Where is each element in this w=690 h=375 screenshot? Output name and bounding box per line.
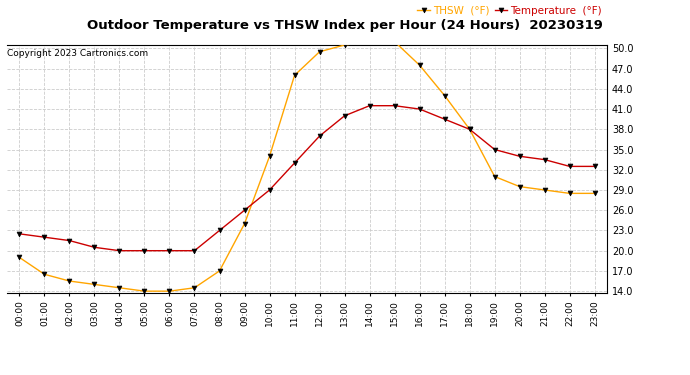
Text: Outdoor Temperature vs THSW Index per Hour (24 Hours)  20230319: Outdoor Temperature vs THSW Index per Ho…	[87, 19, 603, 32]
THSW  (°F)	[466, 127, 474, 132]
Temperature  (°F)	[15, 232, 23, 236]
THSW  (°F)	[491, 174, 499, 179]
Temperature  (°F)	[290, 161, 299, 165]
THSW  (°F)	[591, 191, 599, 196]
Text: Copyright 2023 Cartronics.com: Copyright 2023 Cartronics.com	[7, 49, 148, 58]
Temperature  (°F)	[491, 147, 499, 152]
Temperature  (°F)	[591, 164, 599, 169]
Temperature  (°F)	[415, 107, 424, 111]
THSW  (°F)	[240, 222, 248, 226]
Temperature  (°F)	[240, 208, 248, 213]
THSW  (°F)	[190, 285, 199, 290]
Temperature  (°F)	[315, 134, 324, 138]
THSW  (°F)	[340, 43, 348, 47]
THSW  (°F)	[391, 39, 399, 44]
Temperature  (°F)	[140, 249, 148, 253]
Temperature  (°F)	[40, 235, 48, 240]
Temperature  (°F)	[440, 117, 449, 122]
THSW  (°F)	[540, 188, 549, 192]
THSW  (°F)	[166, 289, 174, 293]
THSW  (°F)	[440, 93, 449, 98]
THSW  (°F)	[40, 272, 48, 276]
Temperature  (°F)	[391, 104, 399, 108]
Temperature  (°F)	[515, 154, 524, 159]
Line: Temperature  (°F): Temperature (°F)	[17, 103, 597, 253]
THSW  (°F)	[566, 191, 574, 196]
THSW  (°F)	[140, 289, 148, 293]
Temperature  (°F)	[190, 249, 199, 253]
THSW  (°F)	[315, 50, 324, 54]
THSW  (°F)	[66, 279, 74, 283]
THSW  (°F)	[366, 39, 374, 44]
Temperature  (°F)	[340, 114, 348, 118]
THSW  (°F)	[290, 73, 299, 78]
THSW  (°F)	[415, 63, 424, 68]
Temperature  (°F)	[215, 228, 224, 233]
Temperature  (°F)	[266, 188, 274, 192]
THSW  (°F)	[115, 285, 124, 290]
Temperature  (°F)	[366, 104, 374, 108]
Line: THSW  (°F): THSW (°F)	[17, 39, 597, 294]
THSW  (°F)	[515, 184, 524, 189]
Temperature  (°F)	[115, 249, 124, 253]
Temperature  (°F)	[166, 249, 174, 253]
THSW  (°F)	[90, 282, 99, 286]
Temperature  (°F)	[90, 245, 99, 250]
THSW  (°F)	[215, 268, 224, 273]
Temperature  (°F)	[66, 238, 74, 243]
Temperature  (°F)	[466, 127, 474, 132]
THSW  (°F)	[15, 255, 23, 260]
THSW  (°F)	[266, 154, 274, 159]
Temperature  (°F)	[540, 158, 549, 162]
Temperature  (°F)	[566, 164, 574, 169]
Legend: THSW  (°F), Temperature  (°F): THSW (°F), Temperature (°F)	[417, 6, 602, 16]
